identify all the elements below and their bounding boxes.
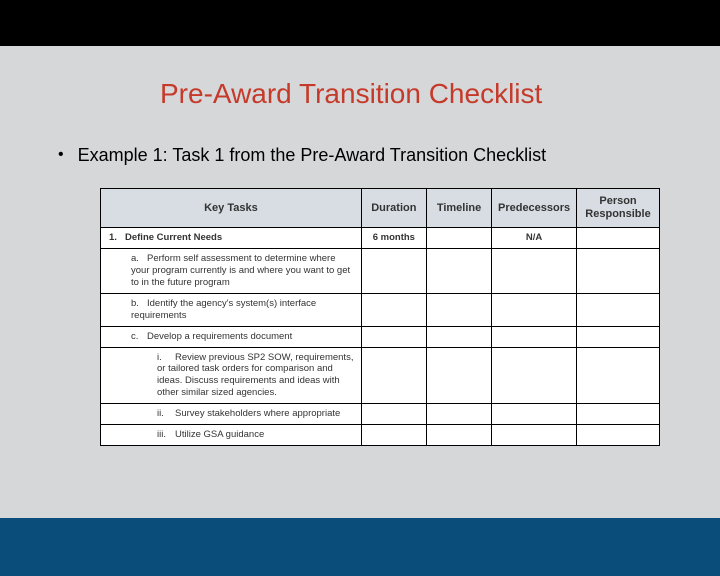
cell-person — [577, 326, 660, 347]
row-text: Review previous SP2 SOW, requirements, o… — [157, 352, 353, 399]
cell-duration — [361, 326, 426, 347]
cell-duration — [361, 293, 426, 326]
table-row: 1.Define Current Needs6 monthsN/A — [101, 228, 660, 249]
cell-person — [577, 347, 660, 404]
bullet-item: • Example 1: Task 1 from the Pre-Award T… — [58, 144, 720, 166]
cell-key-task: ii.Survey stakeholders where appropriate — [101, 404, 362, 425]
cell-person — [577, 293, 660, 326]
row-text: Define Current Needs — [125, 232, 222, 243]
cell-key-task: b.Identify the agency's system(s) interf… — [101, 293, 362, 326]
cell-person — [577, 424, 660, 445]
cell-timeline — [426, 326, 491, 347]
cell-predecessors — [492, 249, 577, 294]
col-person: Person Responsible — [577, 189, 660, 228]
table-row: a.Perform self assessment to determine w… — [101, 249, 660, 294]
bottom-blue-bar — [0, 518, 720, 576]
table-header-row: Key Tasks Duration Timeline Predecessors… — [101, 189, 660, 228]
col-timeline: Timeline — [426, 189, 491, 228]
cell-key-task: i.Review previous SP2 SOW, requirements,… — [101, 347, 362, 404]
cell-timeline — [426, 404, 491, 425]
table-row: iii.Utilize GSA guidance — [101, 424, 660, 445]
table-row: i.Review previous SP2 SOW, requirements,… — [101, 347, 660, 404]
cell-predecessors — [492, 424, 577, 445]
row-marker: 1. — [109, 232, 125, 244]
col-predecessors: Predecessors — [492, 189, 577, 228]
col-duration: Duration — [361, 189, 426, 228]
cell-predecessors — [492, 347, 577, 404]
cell-key-task: iii.Utilize GSA guidance — [101, 424, 362, 445]
bullet-text: Example 1: Task 1 from the Pre-Award Tra… — [78, 144, 547, 166]
cell-duration — [361, 347, 426, 404]
cell-person — [577, 249, 660, 294]
cell-predecessors: N/A — [492, 228, 577, 249]
cell-person — [577, 228, 660, 249]
cell-timeline — [426, 249, 491, 294]
cell-duration — [361, 424, 426, 445]
col-key-tasks: Key Tasks — [101, 189, 362, 228]
cell-duration: 6 months — [361, 228, 426, 249]
row-text: Develop a requirements document — [147, 331, 292, 342]
cell-key-task: a.Perform self assessment to determine w… — [101, 249, 362, 294]
checklist-table-container: Key Tasks Duration Timeline Predecessors… — [100, 188, 660, 446]
row-text: Identify the agency's system(s) interfac… — [131, 298, 316, 321]
table-row: b.Identify the agency's system(s) interf… — [101, 293, 660, 326]
cell-predecessors — [492, 326, 577, 347]
cell-person — [577, 404, 660, 425]
table-row: ii.Survey stakeholders where appropriate — [101, 404, 660, 425]
row-text: Utilize GSA guidance — [175, 429, 264, 440]
row-marker: i. — [157, 352, 175, 364]
cell-timeline — [426, 424, 491, 445]
cell-key-task: 1.Define Current Needs — [101, 228, 362, 249]
cell-duration — [361, 404, 426, 425]
row-text: Survey stakeholders where appropriate — [175, 408, 340, 419]
page-title: Pre-Award Transition Checklist — [160, 78, 720, 110]
checklist-table: Key Tasks Duration Timeline Predecessors… — [100, 188, 660, 446]
row-marker: iii. — [157, 429, 175, 441]
cell-duration — [361, 249, 426, 294]
cell-timeline — [426, 347, 491, 404]
row-text: Perform self assessment to determine whe… — [131, 253, 350, 288]
row-marker: b. — [131, 298, 147, 310]
cell-key-task: c.Develop a requirements document — [101, 326, 362, 347]
cell-timeline — [426, 293, 491, 326]
row-marker: ii. — [157, 408, 175, 420]
row-marker: a. — [131, 253, 147, 265]
cell-timeline — [426, 228, 491, 249]
top-black-bar — [0, 0, 720, 46]
row-marker: c. — [131, 331, 147, 343]
table-row: c.Develop a requirements document — [101, 326, 660, 347]
cell-predecessors — [492, 293, 577, 326]
cell-predecessors — [492, 404, 577, 425]
bullet-marker: • — [58, 144, 64, 166]
